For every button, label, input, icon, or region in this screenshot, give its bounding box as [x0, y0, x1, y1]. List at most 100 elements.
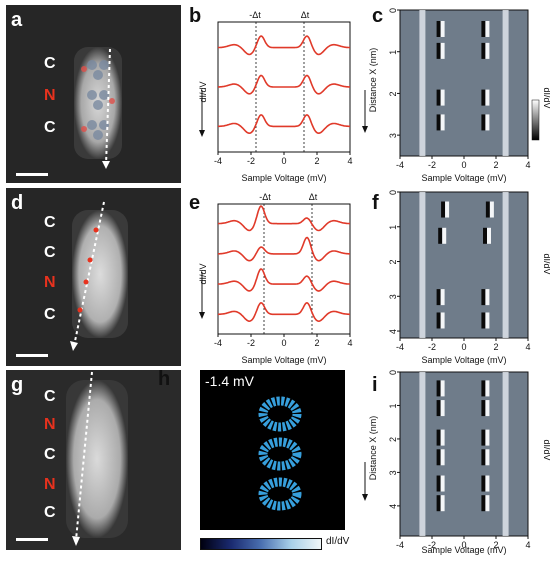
e-ticks-label-4: 4 — [347, 338, 352, 348]
site-label-a-2: N — [44, 87, 56, 104]
colorbar-label-f: dI/dV — [542, 253, 550, 274]
i-map-feature-dark — [436, 380, 441, 397]
c-ticks-x-0: -4 — [396, 160, 404, 170]
site-label-g-1: C — [44, 388, 56, 405]
f-ticks-y-2: 2 — [388, 260, 398, 265]
panel-label-b: b — [189, 5, 202, 27]
marker-label-e-left: -Δt — [259, 192, 271, 202]
c-ticks-x-3: 2 — [493, 160, 498, 170]
e-curves-curve-3 — [217, 268, 351, 292]
i-map-feature-bright — [440, 429, 445, 446]
site-label-g-2: N — [44, 416, 56, 433]
c-map-feature-dark — [436, 89, 441, 106]
c-map-feature-dark — [481, 114, 486, 131]
xlabel-e: Sample Voltage (mV) — [241, 355, 326, 365]
map-image-i — [399, 371, 529, 537]
i-ticks-x-4: 4 — [525, 540, 530, 550]
c-map-feature-dark — [481, 42, 486, 59]
map-chart-i: -4 -2 0 2 4 0 1 2 3 4 Sample Voltage (mV) Distanc… — [362, 370, 550, 555]
f-map-feature-bright — [485, 289, 490, 306]
f-ticks-y-0: 0 — [388, 190, 398, 195]
i-map-feature-bright — [485, 449, 490, 466]
stm-image-a-graphic — [6, 5, 181, 183]
i-map-feature-bright — [440, 400, 445, 417]
i-map-feature-bright — [485, 380, 490, 397]
line-cut-g — [75, 371, 93, 541]
i-map-feature-bright — [440, 495, 445, 512]
energy-label-h: -1.4 mV — [205, 373, 255, 389]
b-ticks-label-0: -4 — [214, 156, 222, 166]
i-map-feature-dark — [481, 400, 486, 417]
stm-image-d-graphic — [6, 188, 181, 366]
f-ticks-x-4: 4 — [525, 342, 530, 352]
e-ticks-label-1: -2 — [247, 338, 255, 348]
line-cut-d — [73, 201, 105, 347]
c-ticks-x-2: 0 — [461, 160, 466, 170]
site-label-d-1: C — [44, 214, 56, 231]
c-map-feature-dark — [436, 42, 441, 59]
f-ticks-y-1: 1 — [388, 225, 398, 230]
panel-label-g: g — [11, 374, 24, 396]
f-map-feature-bright — [485, 312, 490, 329]
spectra-chart-b: -Δt Δt -4 -2 0 2 4 Sample Voltage (mV) dI/dV — [198, 10, 353, 183]
c-map-feature-dark — [481, 89, 486, 106]
panel-label-h: h — [158, 368, 171, 390]
scale-bar-a — [16, 173, 48, 176]
f-ticks-x-2: 0 — [461, 342, 466, 352]
f-map-feature-bright — [440, 312, 445, 329]
c-ticks-y-2: 2 — [388, 91, 398, 96]
panel-label-f: f — [372, 192, 379, 214]
c-map-feature-bright — [485, 89, 490, 106]
xlabel-c: Sample Voltage (mV) — [421, 173, 506, 183]
b-curves-curve-3 — [218, 114, 350, 135]
site-label-d-2: C — [44, 244, 56, 261]
i-map-feature-dark — [436, 449, 441, 466]
site-label-a-1: C — [44, 55, 56, 72]
i-map-feature-bright — [440, 475, 445, 492]
scale-bar-d — [16, 354, 48, 357]
c-map-feature-bright — [440, 42, 445, 59]
b-ticks-label-4: 4 — [347, 156, 352, 166]
i-map-feature-dark — [481, 380, 486, 397]
map-image-f — [399, 191, 529, 339]
e-curves-curve-4 — [218, 301, 350, 323]
e-ticks-label-0: -4 — [214, 338, 222, 348]
i-map-feature-dark — [481, 475, 486, 492]
f-ticks-y-4: 4 — [388, 329, 398, 334]
i-map-feature-dark — [481, 495, 486, 512]
marker-label-b-right: Δt — [301, 10, 310, 20]
f-map-feature-bright — [489, 201, 494, 218]
b-curves-curve-2 — [218, 74, 350, 95]
c-map-feature-bright — [485, 42, 490, 59]
i-map-feature-dark — [481, 449, 486, 466]
spectra-curves-e — [217, 205, 351, 323]
map-image-c — [399, 9, 529, 157]
marker-label-e-right: Δt — [309, 192, 318, 202]
ylabel-c: Distance X (nm) — [368, 48, 378, 113]
line-cut-a — [105, 48, 111, 166]
i-map-feature-bright — [440, 449, 445, 466]
c-map-feature-dark — [436, 114, 441, 131]
f-map-feature-dark — [485, 201, 490, 218]
panel-label-d: d — [11, 192, 24, 214]
i-map-feature-bright — [485, 495, 490, 512]
molecular-model-overlay — [81, 60, 115, 140]
stm-image-d: d C C N C — [6, 188, 181, 366]
f-map-feature-dark — [436, 289, 441, 306]
f-ticks-x-0: -4 — [396, 342, 404, 352]
c-ticks-x-4: 4 — [525, 160, 530, 170]
xlabel-i: Sample Voltage (mV) — [421, 545, 506, 555]
stm-image-a: a C N C — [6, 5, 181, 183]
panel-label-e: e — [189, 192, 201, 214]
stm-image-g: g C N C N C — [6, 370, 181, 550]
e-ticks-label-3: 2 — [314, 338, 319, 348]
conductance-map-h: h -1.4 mV — [158, 368, 345, 530]
f-map-feature-dark — [436, 312, 441, 329]
f-map-feature-dark — [481, 289, 486, 306]
f-map-feature-bright — [445, 201, 450, 218]
f-map-feature-bright — [487, 227, 491, 244]
map-chart-c: -4 -2 0 2 4 0 1 2 3 Sample Voltage (mV) Distance… — [362, 8, 550, 183]
i-ticks-y-4: 4 — [388, 504, 398, 509]
b-ticks-label-2: 0 — [281, 156, 286, 166]
f-map-feature-bright — [442, 227, 447, 244]
